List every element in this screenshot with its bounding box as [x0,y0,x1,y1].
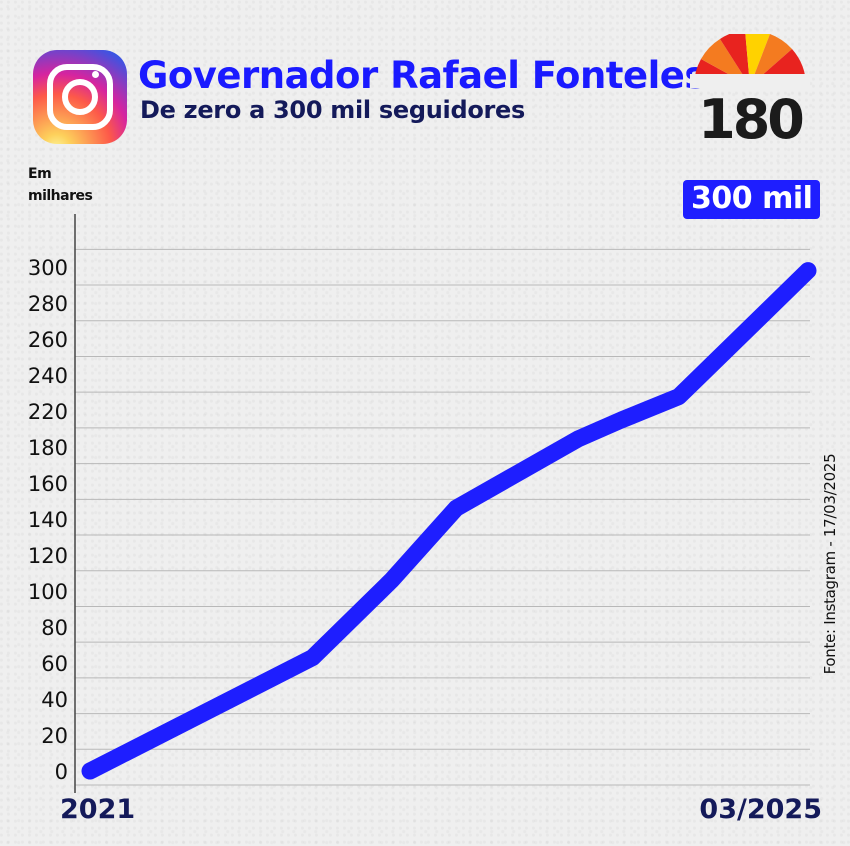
y-tick-label: 220 [28,400,68,424]
unit-label: Em milhares [28,166,93,204]
y-tick-label: 160 [28,472,68,496]
series-layer [81,262,817,780]
y-tick-label: 300 [28,256,68,280]
y-tick-label: 140 [28,508,68,532]
chart-subtitle: De zero a 300 mil seguidores [140,96,526,124]
y-tick-label: 0 [55,760,68,784]
x-axis-ticks: 2021 03/2025 [60,794,822,825]
y-tick-label: 60 [41,652,68,676]
source-note: Fonte: Instagram - 17/03/2025 [821,453,839,675]
y-tick-label: 240 [28,364,68,388]
header: Governador Rafael Fonteles De zero a 300… [0,0,850,160]
x-tick-label: 03/2025 [699,794,822,825]
series-line [81,262,817,780]
y-tick-label: 80 [41,616,68,640]
y-axis-ticks: 0 20 40 60 80 100 120 140 160 180 220 240 260 280 300 [28,256,68,784]
y-tick-label: 180 [28,436,68,460]
y-tick-label: 280 [28,292,68,316]
brand-number: 180 [698,88,802,144]
y-tick-label: 260 [28,328,68,352]
x-tick-label: 2021 [60,794,135,825]
instagram-icon [33,50,127,144]
y-tick-label: 20 [41,724,68,748]
value-callout: 300 mil [683,180,821,219]
brand-180-logo: 180 [690,34,810,144]
y-tick-label: 120 [28,544,68,568]
chart-title: Governador Rafael Fonteles [138,54,706,97]
y-tick-label: 100 [28,580,68,604]
y-tick-label: 40 [41,688,68,712]
